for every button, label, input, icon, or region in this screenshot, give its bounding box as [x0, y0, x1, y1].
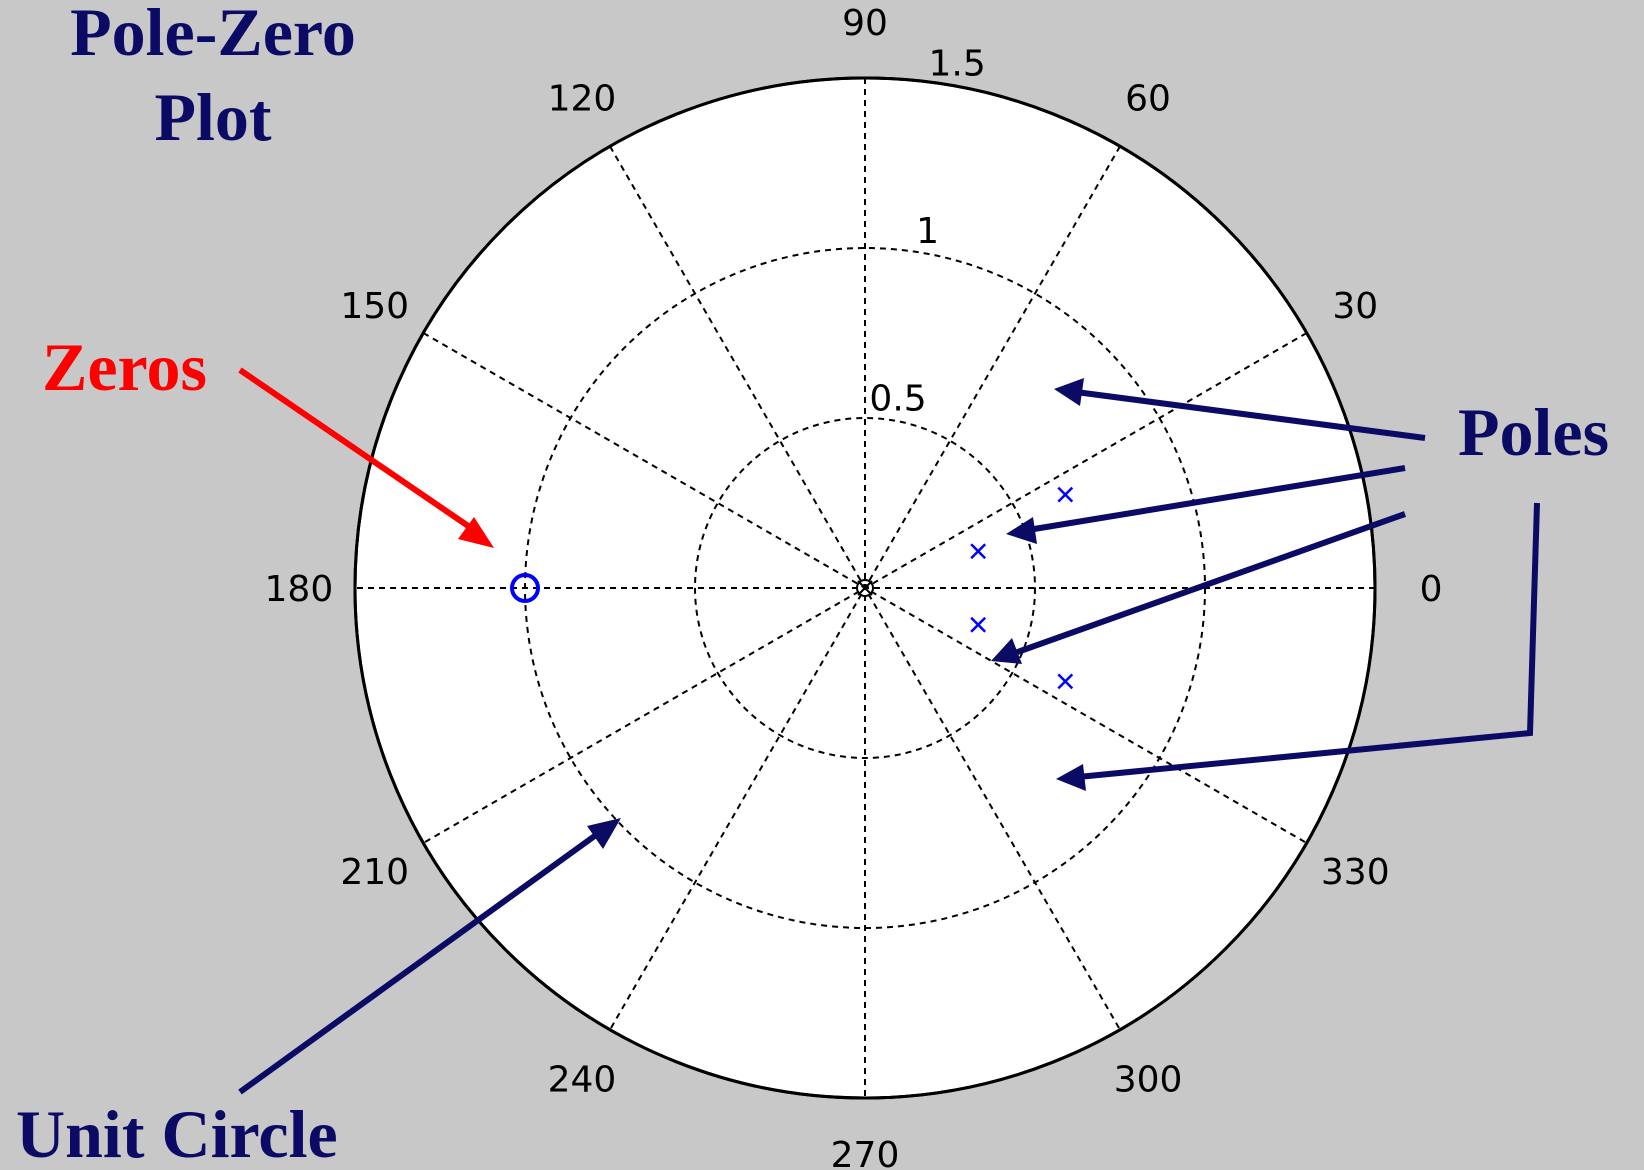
- grid-circle-r-0_5: [694, 417, 1036, 759]
- poles-annotation-label: Poles: [1458, 394, 1609, 470]
- zeros-annotation-label: Zeros: [42, 329, 207, 405]
- angle-tick-label-270: 270: [831, 1135, 900, 1170]
- zero-marker-1: [510, 573, 540, 603]
- angle-tick-label-0: 0: [1420, 569, 1443, 610]
- origin-circle: [856, 579, 874, 597]
- angle-tick-label-330: 330: [1321, 852, 1390, 893]
- angle-tick-label-30: 30: [1332, 286, 1378, 327]
- pole-marker-3: [970, 616, 987, 633]
- outer-boundary-circle: [353, 76, 1377, 1100]
- pole-zero-markers: [510, 486, 1074, 690]
- title-line-2: Plot: [154, 79, 271, 155]
- zeros-arrow: [238, 367, 494, 548]
- angle-tick-label-180: 180: [265, 569, 334, 610]
- angle-tick-label-240: 240: [548, 1059, 617, 1100]
- origin-marker: [856, 579, 874, 597]
- angle-tick-label-120: 120: [548, 79, 617, 120]
- angle-tick-label-60: 60: [1125, 79, 1171, 120]
- radial-tick-label-0_5: 0.5: [869, 378, 926, 419]
- pole-marker-4: [1057, 673, 1074, 690]
- origin-cross-b: [857, 580, 873, 596]
- angle-tick-label-210: 210: [340, 852, 409, 893]
- unit-circle-annotation-label: Unit Circle: [16, 1096, 338, 1170]
- poles-arrows: [991, 378, 1540, 791]
- unit-circle-arrow: [238, 818, 621, 1095]
- radial-tick-labels: 0.5 1 1.5: [869, 44, 985, 420]
- angle-tick-label-90: 90: [842, 3, 888, 44]
- pole-marker-2: [970, 543, 987, 560]
- angle-tick-label-300: 300: [1114, 1059, 1183, 1100]
- radial-tick-label-1: 1: [916, 211, 939, 252]
- angular-tick-labels: 0 30 60 90 120 150 180 210 240 270 300 330: [265, 3, 1443, 1170]
- radial-tick-label-1_5: 1.5: [928, 44, 985, 85]
- title-line-1: Pole-Zero: [70, 0, 356, 70]
- angle-tick-label-150: 150: [340, 286, 409, 327]
- pole-marker-1: [1057, 486, 1074, 503]
